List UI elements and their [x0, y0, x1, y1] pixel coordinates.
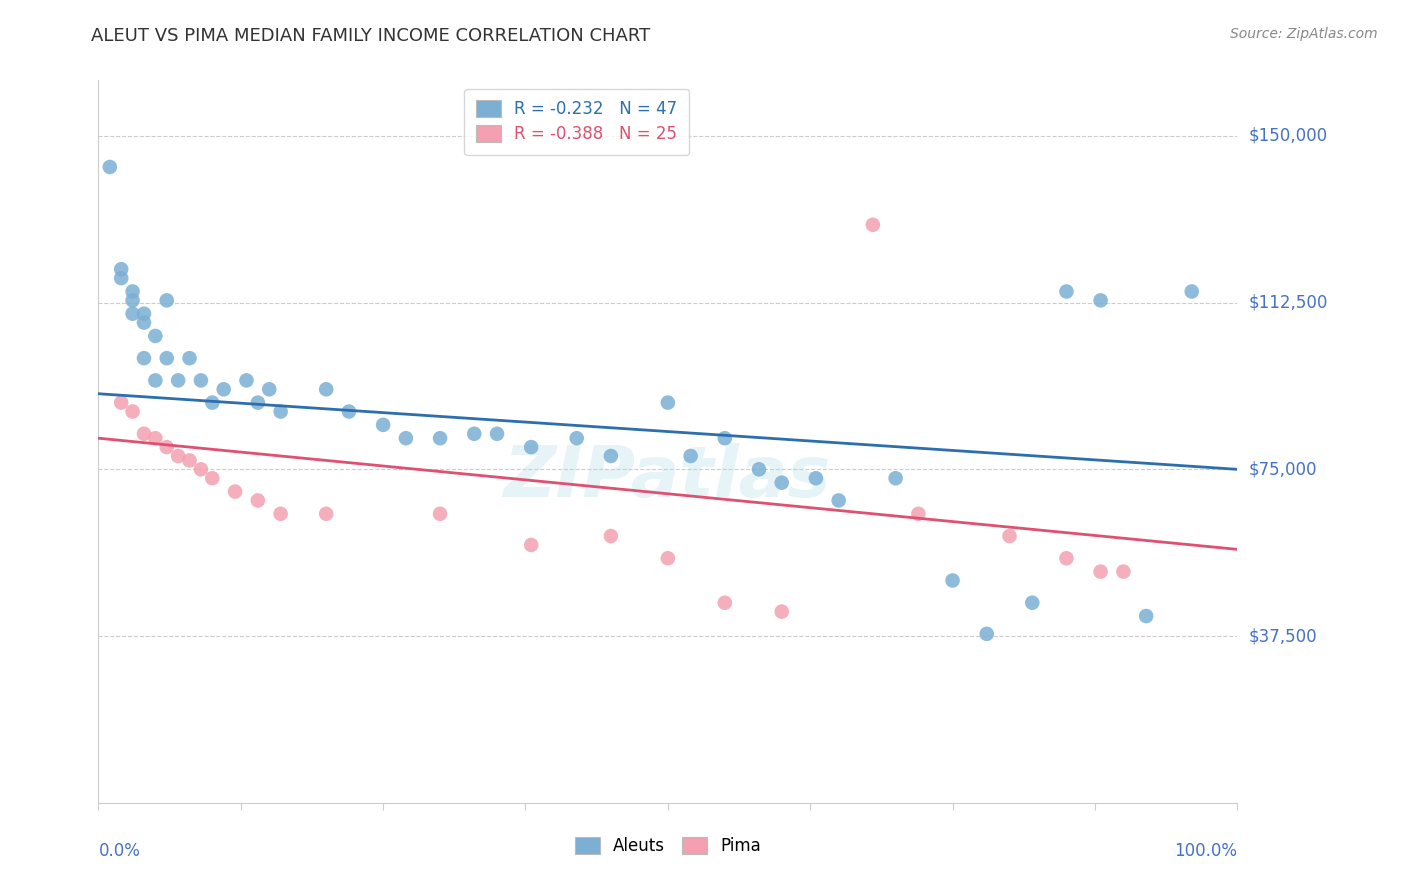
- Point: [998, 529, 1021, 543]
- Point: [201, 395, 224, 409]
- Point: [804, 471, 827, 485]
- Point: [270, 404, 292, 418]
- Legend: Aleuts, Pima: Aleuts, Pima: [564, 825, 772, 867]
- Point: [770, 475, 793, 490]
- Point: [132, 316, 155, 330]
- Text: $150,000: $150,000: [1249, 127, 1327, 145]
- Text: $112,500: $112,500: [1249, 293, 1327, 311]
- Point: [121, 404, 143, 418]
- Point: [110, 271, 132, 285]
- Point: [942, 574, 965, 588]
- Point: [371, 417, 394, 432]
- Point: [395, 431, 418, 445]
- Point: [657, 395, 679, 409]
- Point: [520, 538, 543, 552]
- Point: [1054, 551, 1078, 566]
- Point: [179, 351, 201, 366]
- Point: [714, 431, 737, 445]
- Point: [246, 493, 269, 508]
- Point: [828, 493, 851, 508]
- Point: [190, 373, 212, 387]
- Point: [110, 395, 132, 409]
- Point: [145, 431, 167, 445]
- Point: [132, 351, 155, 366]
- Point: [976, 627, 998, 641]
- Point: [600, 529, 623, 543]
- Point: [98, 160, 121, 174]
- Point: [714, 596, 737, 610]
- Point: [190, 462, 212, 476]
- Point: [1021, 596, 1043, 610]
- Point: [565, 431, 588, 445]
- Point: [1090, 293, 1112, 308]
- Point: [862, 218, 884, 232]
- Point: [884, 471, 907, 485]
- Point: [315, 507, 337, 521]
- Point: [770, 605, 793, 619]
- Point: [748, 462, 770, 476]
- Text: ZIPatlas: ZIPatlas: [505, 443, 831, 512]
- Text: 0.0%: 0.0%: [98, 842, 141, 860]
- Point: [600, 449, 623, 463]
- Text: 100.0%: 100.0%: [1174, 842, 1237, 860]
- Point: [463, 426, 485, 441]
- Point: [145, 373, 167, 387]
- Point: [520, 440, 543, 454]
- Point: [167, 449, 190, 463]
- Point: [156, 351, 179, 366]
- Point: [1135, 609, 1157, 624]
- Point: [337, 404, 360, 418]
- Point: [486, 426, 509, 441]
- Point: [212, 382, 235, 396]
- Point: [246, 395, 269, 409]
- Text: $75,000: $75,000: [1249, 460, 1317, 478]
- Point: [1054, 285, 1078, 299]
- Point: [121, 285, 143, 299]
- Point: [167, 373, 190, 387]
- Point: [270, 507, 292, 521]
- Point: [156, 293, 179, 308]
- Point: [429, 507, 451, 521]
- Point: [179, 453, 201, 467]
- Point: [145, 329, 167, 343]
- Point: [259, 382, 281, 396]
- Point: [235, 373, 257, 387]
- Point: [1090, 565, 1112, 579]
- Text: $37,500: $37,500: [1249, 627, 1317, 645]
- Text: ALEUT VS PIMA MEDIAN FAMILY INCOME CORRELATION CHART: ALEUT VS PIMA MEDIAN FAMILY INCOME CORRE…: [91, 27, 651, 45]
- Point: [121, 293, 143, 308]
- Point: [679, 449, 702, 463]
- Point: [315, 382, 337, 396]
- Point: [429, 431, 451, 445]
- Point: [907, 507, 929, 521]
- Point: [1181, 285, 1204, 299]
- Point: [132, 307, 155, 321]
- Point: [201, 471, 224, 485]
- Point: [657, 551, 679, 566]
- Point: [121, 307, 143, 321]
- Point: [224, 484, 246, 499]
- Point: [110, 262, 132, 277]
- Text: Source: ZipAtlas.com: Source: ZipAtlas.com: [1230, 27, 1378, 41]
- Point: [156, 440, 179, 454]
- Point: [132, 426, 155, 441]
- Point: [1112, 565, 1135, 579]
